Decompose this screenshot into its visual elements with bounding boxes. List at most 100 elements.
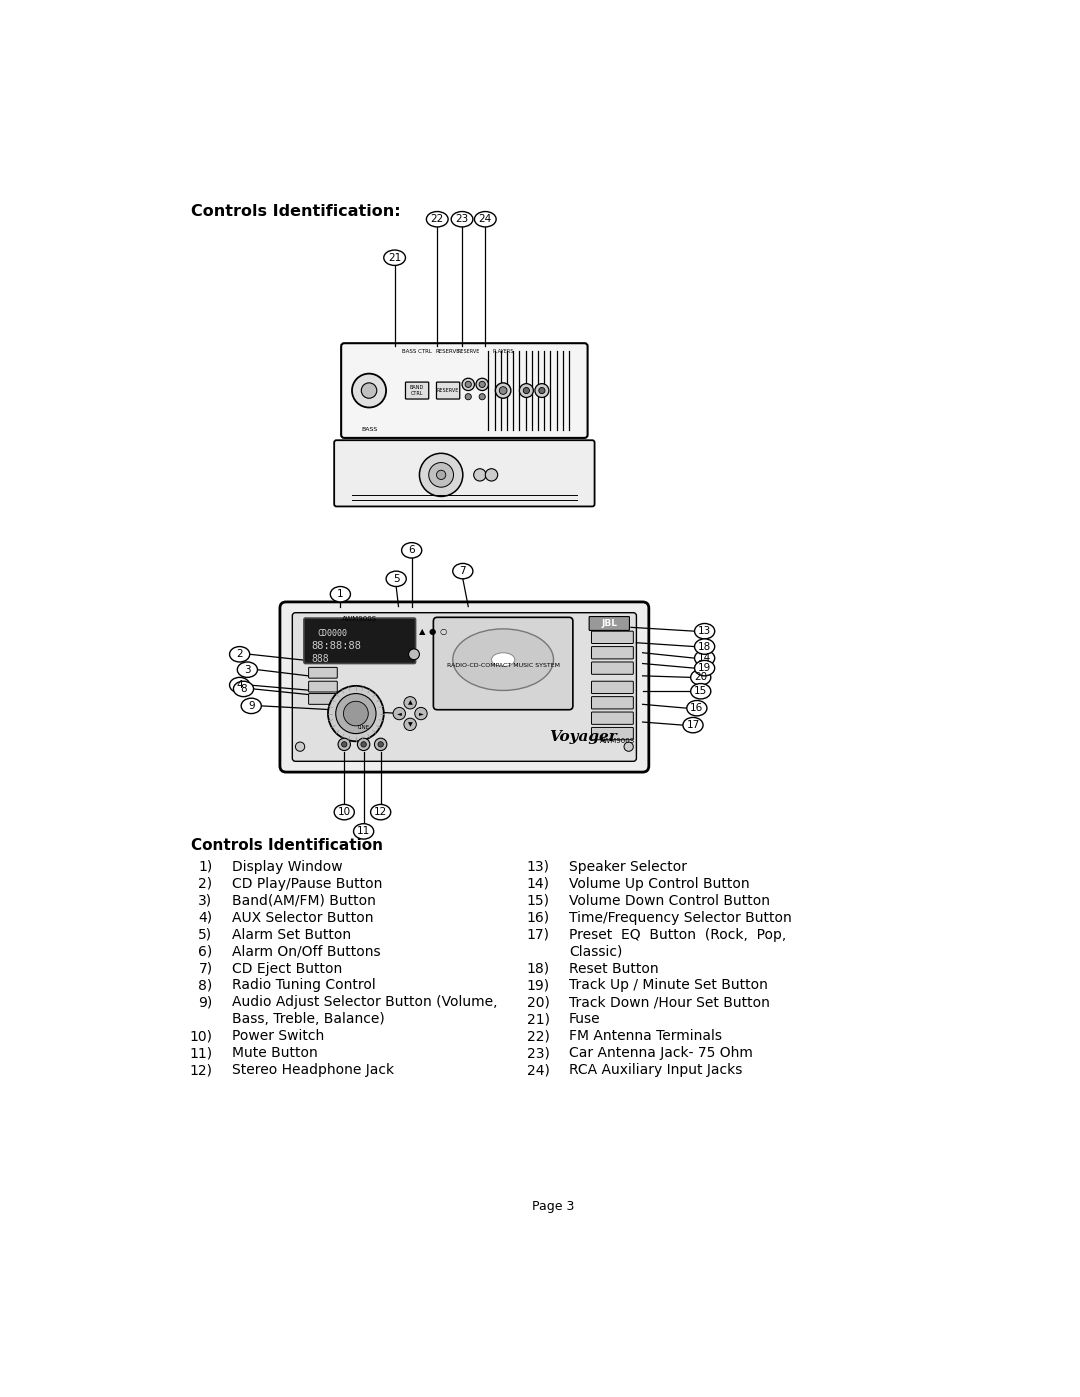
FancyBboxPatch shape (405, 383, 429, 400)
Circle shape (480, 381, 485, 387)
Text: Classic): Classic) (569, 944, 622, 958)
Circle shape (408, 648, 419, 659)
Text: RESERVE: RESERVE (437, 388, 459, 393)
Circle shape (336, 693, 376, 733)
Ellipse shape (694, 651, 715, 666)
Text: ▼: ▼ (408, 722, 413, 726)
FancyBboxPatch shape (592, 647, 633, 659)
Text: 15): 15) (527, 894, 550, 908)
Circle shape (429, 462, 454, 488)
Text: ▲: ▲ (419, 627, 426, 636)
Ellipse shape (230, 647, 249, 662)
Text: 6): 6) (199, 944, 213, 958)
Text: Track Down /Hour Set Button: Track Down /Hour Set Button (569, 996, 770, 1010)
Text: 19): 19) (527, 978, 550, 992)
Circle shape (393, 707, 405, 719)
Text: 19: 19 (698, 664, 712, 673)
Text: 1: 1 (337, 590, 343, 599)
Text: Mute Button: Mute Button (232, 1046, 318, 1060)
Circle shape (341, 742, 347, 747)
Text: 13: 13 (698, 626, 712, 636)
Text: 16): 16) (527, 911, 550, 925)
Text: ◄: ◄ (397, 711, 402, 717)
Circle shape (524, 387, 529, 394)
Text: RESERVE: RESERVE (436, 349, 460, 355)
Circle shape (361, 742, 366, 747)
FancyBboxPatch shape (590, 616, 630, 630)
Text: 4): 4) (199, 911, 213, 925)
Text: 4: 4 (237, 680, 243, 690)
Ellipse shape (233, 682, 254, 697)
Text: 7: 7 (459, 566, 467, 576)
Text: 1): 1) (199, 861, 213, 875)
Text: Speaker Selector: Speaker Selector (569, 861, 687, 875)
Text: CD Eject Button: CD Eject Button (232, 961, 342, 975)
Circle shape (375, 738, 387, 750)
Text: Band(AM/FM) Button: Band(AM/FM) Button (232, 894, 376, 908)
Text: JBL: JBL (602, 619, 618, 629)
Circle shape (419, 453, 463, 496)
FancyBboxPatch shape (309, 682, 337, 692)
Circle shape (343, 701, 368, 726)
Text: 23): 23) (527, 1046, 550, 1060)
Circle shape (519, 384, 534, 398)
Circle shape (474, 469, 486, 481)
Text: 7): 7) (199, 961, 213, 975)
Ellipse shape (402, 542, 422, 557)
Text: 14): 14) (527, 877, 550, 891)
Circle shape (535, 384, 549, 398)
Circle shape (357, 738, 369, 750)
Circle shape (404, 718, 416, 731)
Text: PLAYERS: PLAYERS (492, 349, 514, 355)
Text: 22): 22) (527, 1030, 550, 1044)
Ellipse shape (387, 571, 406, 587)
Text: 18: 18 (698, 641, 712, 651)
FancyBboxPatch shape (303, 617, 416, 664)
Text: Alarm Set Button: Alarm Set Button (232, 928, 351, 942)
Text: 17: 17 (687, 719, 700, 731)
Text: Alarm On/Off Buttons: Alarm On/Off Buttons (232, 944, 380, 958)
FancyBboxPatch shape (592, 631, 633, 644)
Ellipse shape (370, 805, 391, 820)
Text: BASS CTRL: BASS CTRL (402, 349, 432, 355)
Ellipse shape (451, 211, 473, 226)
Circle shape (624, 742, 633, 752)
Text: Volume Down Control Button: Volume Down Control Button (569, 894, 770, 908)
Circle shape (328, 686, 383, 742)
Text: Display Window: Display Window (232, 861, 342, 875)
Text: RADIO-CD-COMPACT MUSIC SYSTEM: RADIO-CD-COMPACT MUSIC SYSTEM (447, 664, 559, 668)
FancyBboxPatch shape (592, 728, 633, 740)
Circle shape (485, 469, 498, 481)
Text: 18): 18) (527, 961, 550, 975)
Text: 10: 10 (338, 807, 351, 817)
Text: ●: ● (429, 627, 436, 636)
Text: 20): 20) (527, 996, 550, 1010)
Text: 20: 20 (694, 672, 707, 682)
Text: Bass, Treble, Balance): Bass, Treble, Balance) (232, 1013, 384, 1027)
FancyBboxPatch shape (309, 668, 337, 678)
FancyBboxPatch shape (592, 697, 633, 708)
Text: CD0000: CD0000 (318, 629, 347, 638)
FancyBboxPatch shape (592, 712, 633, 725)
Ellipse shape (353, 824, 374, 840)
Text: 23: 23 (456, 214, 469, 225)
Circle shape (338, 738, 350, 750)
Ellipse shape (694, 661, 715, 676)
Text: Fuse: Fuse (569, 1013, 600, 1027)
Circle shape (465, 394, 471, 400)
Circle shape (462, 379, 474, 391)
Text: 24): 24) (527, 1063, 550, 1077)
Text: 8: 8 (240, 685, 247, 694)
Text: Time/Frequency Selector Button: Time/Frequency Selector Button (569, 911, 792, 925)
FancyBboxPatch shape (280, 602, 649, 773)
Text: BASS: BASS (361, 426, 377, 432)
Circle shape (436, 471, 446, 479)
Circle shape (496, 383, 511, 398)
Text: Track Up / Minute Set Button: Track Up / Minute Set Button (569, 978, 768, 992)
Text: 10): 10) (189, 1030, 213, 1044)
FancyBboxPatch shape (334, 440, 595, 507)
Circle shape (404, 697, 416, 708)
FancyBboxPatch shape (309, 693, 337, 704)
Ellipse shape (453, 629, 554, 690)
Ellipse shape (230, 678, 249, 693)
